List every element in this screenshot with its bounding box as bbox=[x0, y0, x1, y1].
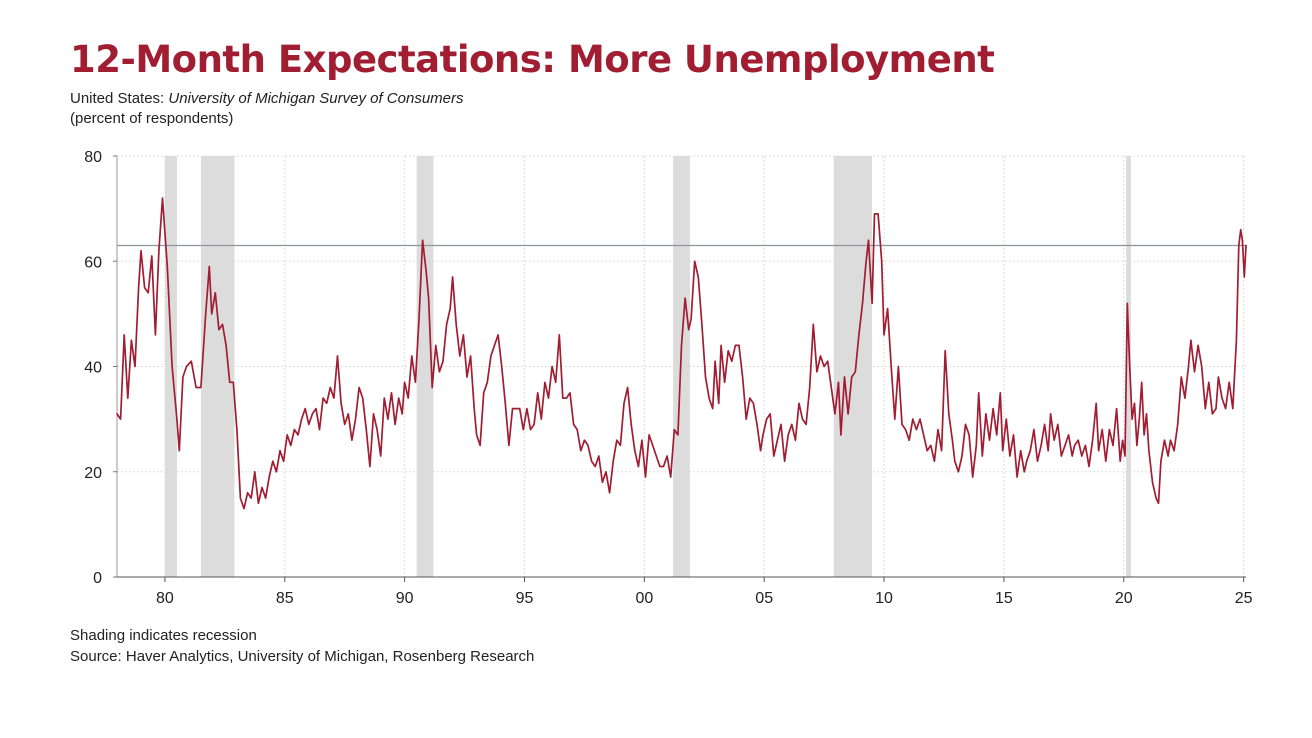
x-tick-label: 20 bbox=[1115, 590, 1133, 607]
chart-units: (percent of respondents) bbox=[70, 110, 234, 127]
recession-band-5 bbox=[1126, 156, 1131, 577]
subtitle-survey: University of Michigan Survey of Consume… bbox=[168, 90, 464, 107]
y-tick-label: 20 bbox=[84, 465, 102, 482]
subtitle-country: United States: bbox=[70, 90, 169, 107]
x-tick-label: 85 bbox=[276, 590, 294, 607]
x-tick-label: 10 bbox=[875, 590, 893, 607]
y-tick-label: 0 bbox=[93, 570, 102, 587]
x-tick-label: 80 bbox=[156, 590, 174, 607]
x-tick-label: 90 bbox=[396, 590, 414, 607]
axes bbox=[113, 155, 1246, 582]
y-tick-label: 40 bbox=[84, 360, 102, 377]
x-tick-label: 00 bbox=[635, 590, 653, 607]
x-tick-label: 95 bbox=[516, 590, 534, 607]
recession-note: Shading indicates recession bbox=[70, 627, 257, 644]
y-tick-labels: 0 20 40 60 80 bbox=[84, 149, 102, 587]
x-tick-label: 05 bbox=[755, 590, 773, 607]
x-tick-label: 25 bbox=[1235, 590, 1253, 607]
source-note: Source: Haver Analytics, University of M… bbox=[70, 648, 535, 665]
x-tick-label: 15 bbox=[995, 590, 1013, 607]
y-tick-label: 60 bbox=[84, 254, 102, 271]
x-tick-labels: 80 85 90 95 00 05 10 15 20 25 bbox=[156, 590, 1253, 607]
chart-title: 12-Month Expectations: More Unemployment bbox=[70, 38, 995, 81]
chart-subtitle: United States: University of Michigan Su… bbox=[70, 90, 464, 107]
series-line-0 bbox=[116, 197, 1247, 510]
series-line bbox=[116, 197, 1247, 510]
y-tick-label: 80 bbox=[84, 149, 102, 166]
